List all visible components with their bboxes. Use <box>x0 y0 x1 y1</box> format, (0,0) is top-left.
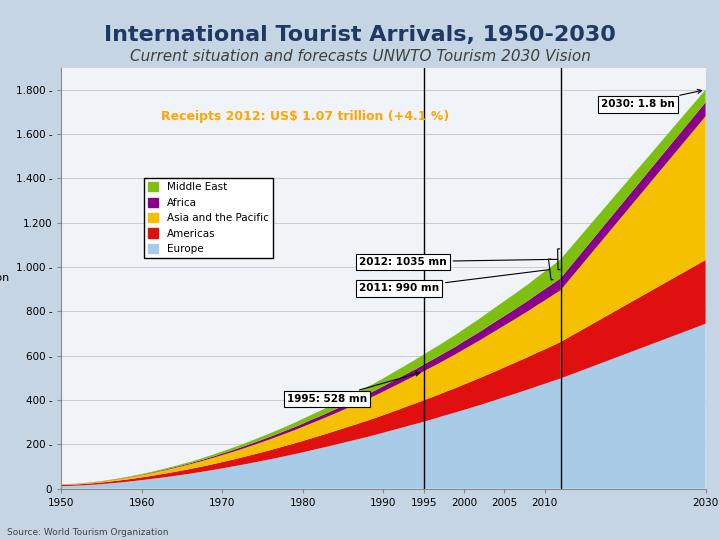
Text: 1995: 528 mn: 1995: 528 mn <box>287 372 420 404</box>
Text: Current situation and forecasts UNWTO Tourism 2030 Vision: Current situation and forecasts UNWTO To… <box>130 49 590 64</box>
Legend: Middle East, Africa, Asia and the Pacific, Americas, Europe: Middle East, Africa, Asia and the Pacifi… <box>144 178 273 258</box>
Y-axis label: million: million <box>0 273 9 283</box>
Text: 2011: 990 mn: 2011: 990 mn <box>359 259 553 293</box>
Text: Source: World Tourism Organization: Source: World Tourism Organization <box>7 528 168 537</box>
Text: 2030: 1.8 bn: 2030: 1.8 bn <box>601 89 702 110</box>
Text: 2012: 1035 mn: 2012: 1035 mn <box>359 249 560 269</box>
Text: International Tourist Arrivals, 1950-2030: International Tourist Arrivals, 1950-203… <box>104 25 616 45</box>
Text: Receipts 2012: US$ 1.07 trillion (+4.1 %): Receipts 2012: US$ 1.07 trillion (+4.1 %… <box>161 110 449 123</box>
